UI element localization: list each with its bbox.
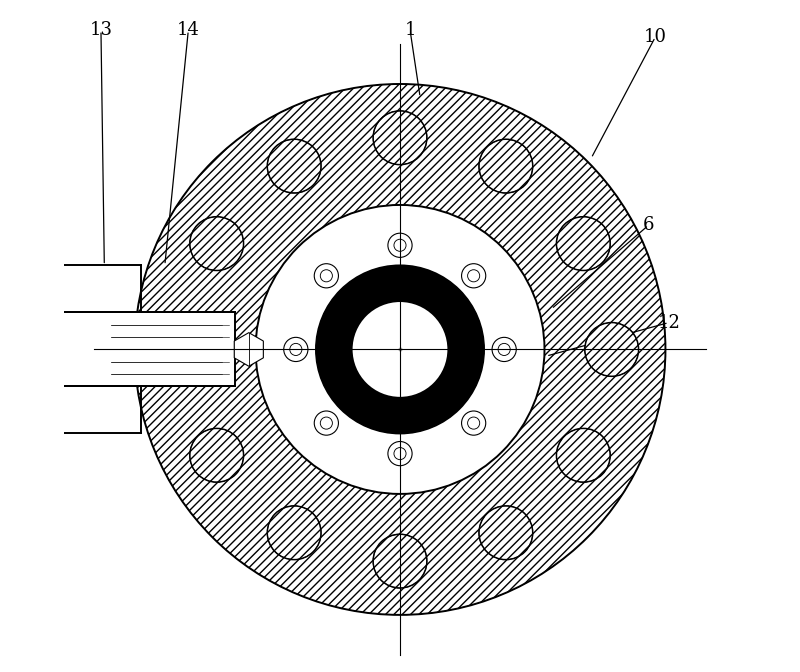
Circle shape [462,411,486,435]
Circle shape [316,265,484,433]
Circle shape [284,337,308,362]
Circle shape [373,111,427,165]
Text: 6: 6 [643,216,654,234]
Circle shape [267,139,321,193]
Circle shape [320,269,332,282]
Text: 10: 10 [644,28,667,46]
Circle shape [557,429,610,482]
Circle shape [255,205,545,494]
Circle shape [134,84,666,615]
Circle shape [373,534,427,588]
Circle shape [314,411,338,435]
Circle shape [190,216,243,270]
Circle shape [394,448,406,460]
Circle shape [388,442,412,466]
Circle shape [468,269,480,282]
Circle shape [388,233,412,257]
Text: 13: 13 [90,22,113,39]
Text: 12: 12 [658,314,680,331]
Circle shape [394,239,406,251]
Bar [64,312,235,386]
Text: 1: 1 [404,22,416,39]
Circle shape [320,417,332,429]
Circle shape [498,343,510,355]
Circle shape [585,323,638,376]
Circle shape [462,263,486,288]
Polygon shape [234,333,263,366]
Circle shape [352,301,448,398]
Circle shape [267,506,321,560]
Circle shape [479,139,533,193]
Circle shape [492,337,516,362]
Circle shape [290,343,302,355]
Circle shape [557,217,610,271]
Circle shape [468,417,480,429]
Circle shape [479,506,533,560]
Circle shape [190,429,243,482]
Text: 14: 14 [177,22,200,39]
Circle shape [314,263,338,288]
Circle shape [162,323,215,376]
